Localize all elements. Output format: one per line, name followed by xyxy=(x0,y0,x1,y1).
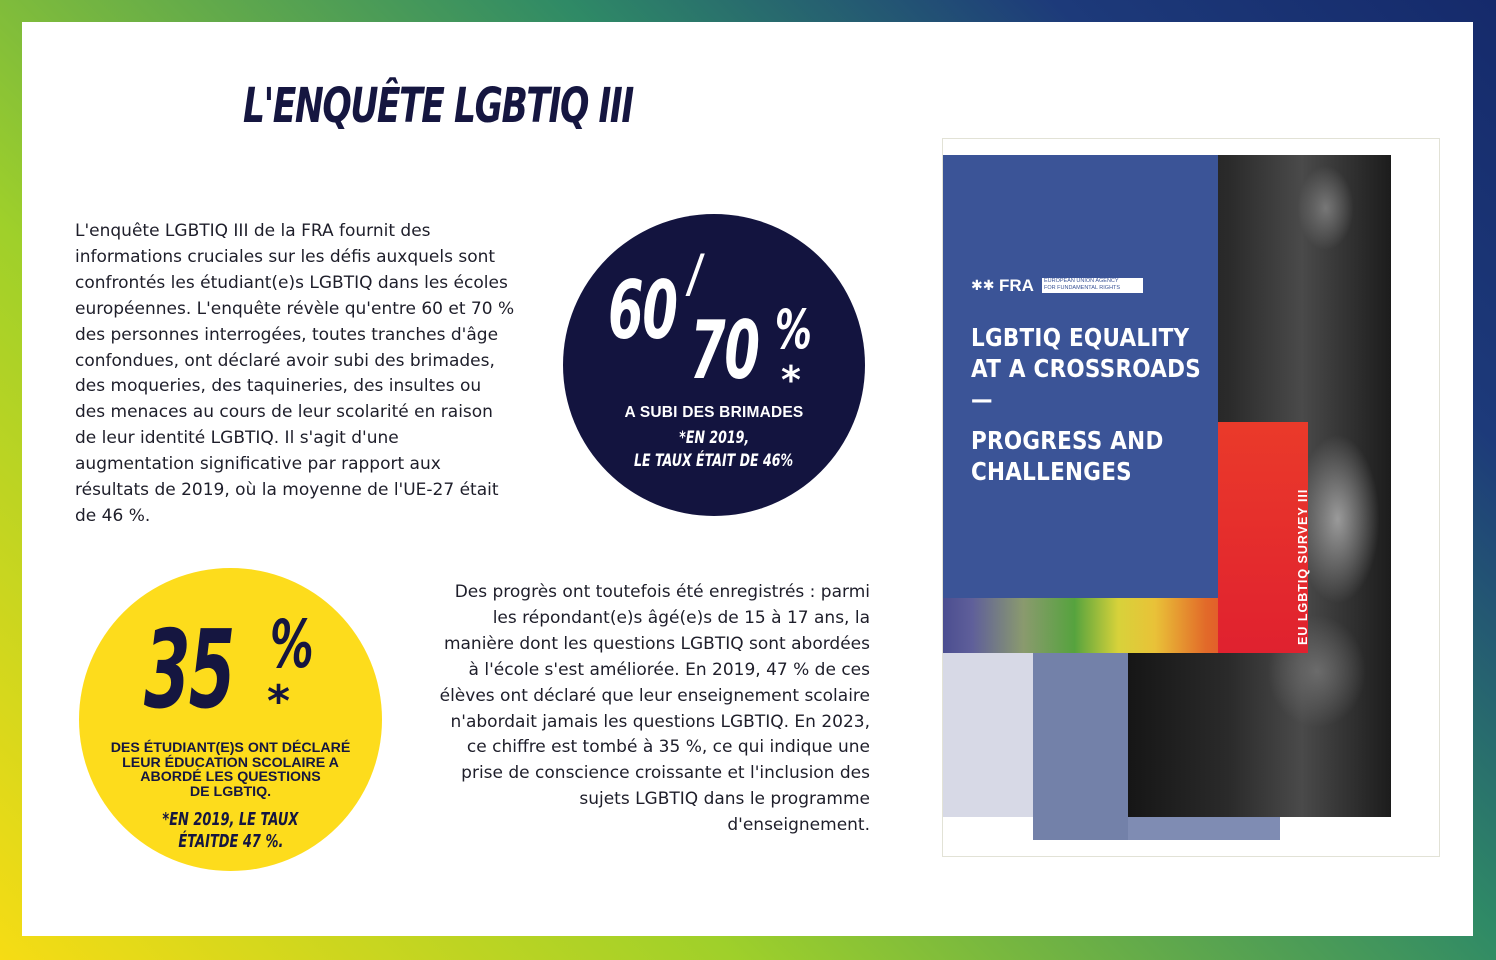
stat-caption-line: LEUR ÉDUCATION SCOLAIRE A xyxy=(122,754,339,771)
cover-spine-label: EU LGBTIQ SURVEY III xyxy=(1296,488,1310,645)
stat-footnote-line: *EN 2019, LE TAUX xyxy=(162,809,299,830)
stat-value-low: 60 xyxy=(608,264,678,357)
stat-caption-line: DES ÉTUDIANT(E)S ONT DÉCLARÉ xyxy=(110,740,351,756)
stat-caption-line: DE LGBTIQ. xyxy=(189,783,272,800)
fra-agency-name: EUROPEAN UNION AGENCY FOR FUNDAMENTAL RI… xyxy=(1042,278,1143,293)
stat-value: 35 xyxy=(144,608,235,733)
page-title: L'ENQUÊTE LGBTIQ III xyxy=(243,78,634,134)
cover-subtitle: PROGRESS AND CHALLENGES xyxy=(971,426,1164,486)
stat-value-high: 70 xyxy=(690,304,760,397)
stat-percent: % xyxy=(270,606,314,683)
stat-percent: % xyxy=(775,298,812,361)
cover-slate-strip xyxy=(1128,817,1280,840)
stat-footnote-line: *EN 2019, xyxy=(679,428,749,448)
education-stat-circle: 35 % * DES ÉTUDIANT(E)S ONT DÉCLARÉ LEUR… xyxy=(79,568,382,871)
cover-title: LGBTIQ EQUALITY AT A CROSSROADS xyxy=(971,323,1201,383)
bullying-stat-circle: 60 / 70 % * A SUBI DES BRIMADES *EN 2019… xyxy=(563,214,865,516)
cover-blue-block xyxy=(943,155,1218,598)
stat-caption: DES ÉTUDIANT(E)S ONT DÉCLARÉ LEUR ÉDUCAT… xyxy=(79,741,382,799)
stat-asterisk: * xyxy=(781,358,801,402)
eu-stars-icon: ✱✱ xyxy=(971,277,995,293)
stat-caption: A SUBI DES BRIMADES xyxy=(624,404,804,421)
stat-footnote: *EN 2019, LE TAUX ÉTAIT DE 46% xyxy=(563,427,865,473)
cover-title-dash: — xyxy=(971,385,993,414)
progress-paragraph: Des progrès ont toutefois été enregistré… xyxy=(439,582,870,836)
intro-paragraph: L'enquête LGBTIQ III de la FRA fournit d… xyxy=(75,221,515,526)
fra-logo-text: FRA xyxy=(999,276,1034,295)
stat-caption-line: ABORDÉ LES QUESTIONS xyxy=(140,769,321,785)
stat-footnote-line: ÉTAITDE 47 %. xyxy=(178,831,283,852)
stat-slash: / xyxy=(689,244,703,304)
stat-asterisk: * xyxy=(267,676,291,727)
cover-slate-block xyxy=(1033,653,1128,840)
cover-grey-block xyxy=(943,653,1033,817)
fra-logo: ✱✱ FRA EUROPEAN UNION AGENCY FOR FUNDAME… xyxy=(971,276,1143,295)
stat-footnote: *EN 2019, LE TAUX ÉTAITDE 47 %. xyxy=(79,809,382,853)
stat-footnote-line: LE TAUX ÉTAIT DE 46% xyxy=(634,451,794,471)
cover-red-block xyxy=(1218,422,1308,653)
